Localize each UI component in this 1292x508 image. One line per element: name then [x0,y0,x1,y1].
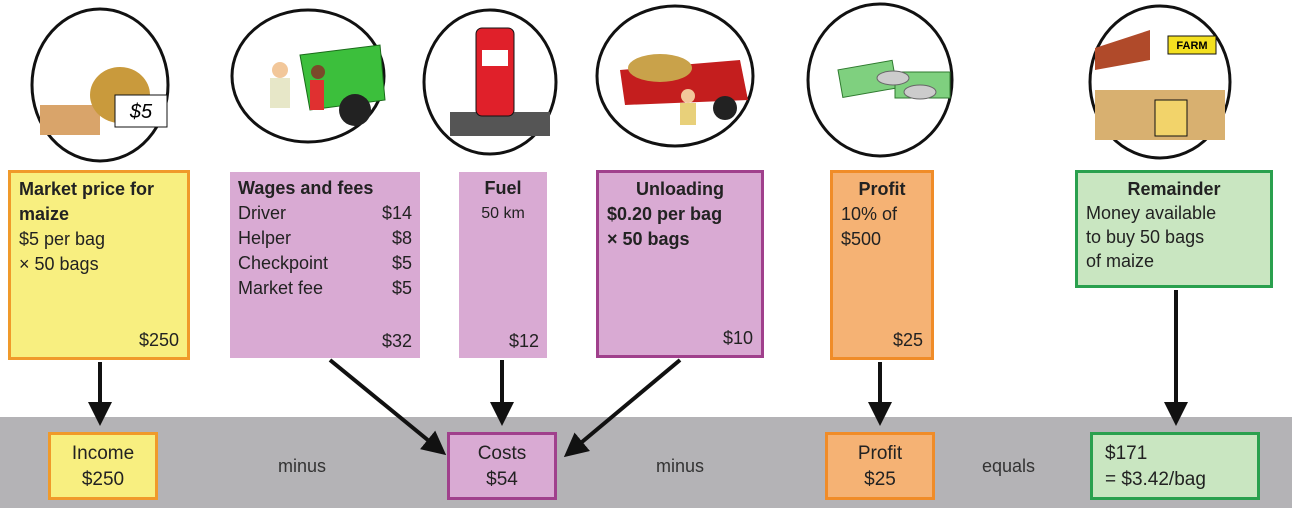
income-summary: Income $250 [48,432,158,500]
truck-illustration [232,10,385,142]
box-line: 50 km [467,201,539,226]
operator: minus [278,456,326,477]
profit-summary: Profit $25 [825,432,935,500]
operator: minus [656,456,704,477]
fee-row: Market fee $5 [238,276,412,301]
fee-amount: $5 [392,276,412,301]
box-title: Wages and fees [238,176,412,201]
fee-name: Market fee [238,276,323,301]
operator: equals [982,456,1035,477]
box-title: Market price for maize [19,177,179,227]
scale-illustration: $5 [32,9,168,161]
box-title: Profit [841,177,923,202]
summary-label: $171 [1105,441,1257,467]
diagram: $5 FARM Market price for maize $5 pe [0,0,1292,508]
box-line: Money available [1086,201,1262,225]
remainder-summary: $171 = $3.42/bag [1090,432,1260,500]
box-line: × 50 bags [19,252,179,277]
farm-illustration: FARM [1090,6,1230,158]
box-line: of maize [1086,249,1262,273]
box-title: Unloading [607,177,753,202]
costs-summary: Costs $54 [447,432,557,500]
fee-amount: $14 [382,201,412,226]
box-total: $10 [723,326,753,351]
summary-label: Profit [828,441,932,467]
illustrations: $5 FARM [0,0,1292,170]
unloading-box: Unloading $0.20 per bag × 50 bags $10 [596,170,764,358]
box-line: $500 [841,227,923,252]
profit-box: Profit 10% of $500 $25 [830,170,934,360]
fee-amount: $5 [392,251,412,276]
box-line: $0.20 per bag [607,202,753,227]
summary-label: Costs [450,441,554,467]
fuel-illustration [424,10,556,154]
box-title: Fuel [467,176,539,201]
box-total: $250 [139,328,179,353]
fee-row: Checkpoint $5 [238,251,412,276]
summary-value: $25 [828,467,932,493]
fee-amount: $8 [392,226,412,251]
remainder-box: Remainder Money available to buy 50 bags… [1075,170,1273,288]
summary-value: $54 [450,467,554,493]
summary-label: Income [51,441,155,467]
box-line: to buy 50 bags [1086,225,1262,249]
fuel-box: Fuel 50 km $12 [459,172,547,358]
fee-name: Checkpoint [238,251,328,276]
fee-row: Helper $8 [238,226,412,251]
box-total: $32 [382,329,412,354]
box-line: × 50 bags [607,227,753,252]
box-total: $12 [509,329,539,354]
fee-name: Helper [238,226,291,251]
box-line: $5 per bag [19,227,179,252]
box-total: $25 [893,328,923,353]
box-line: 10% of [841,202,923,227]
money-illustration [808,4,952,156]
income-box: Market price for maize $5 per bag × 50 b… [8,170,190,360]
summary-value: = $3.42/bag [1105,467,1257,493]
fee-row: Driver $14 [238,201,412,226]
wages-box: Wages and fees Driver $14 Helper $8 Checkp… [230,172,420,358]
price-tag: $5 [129,101,153,123]
farm-sign: FARM [1176,40,1207,52]
box-title: Remainder [1086,177,1262,201]
fee-name: Driver [238,201,286,226]
summary-value: $250 [51,467,155,493]
unloading-illustration [597,6,753,146]
